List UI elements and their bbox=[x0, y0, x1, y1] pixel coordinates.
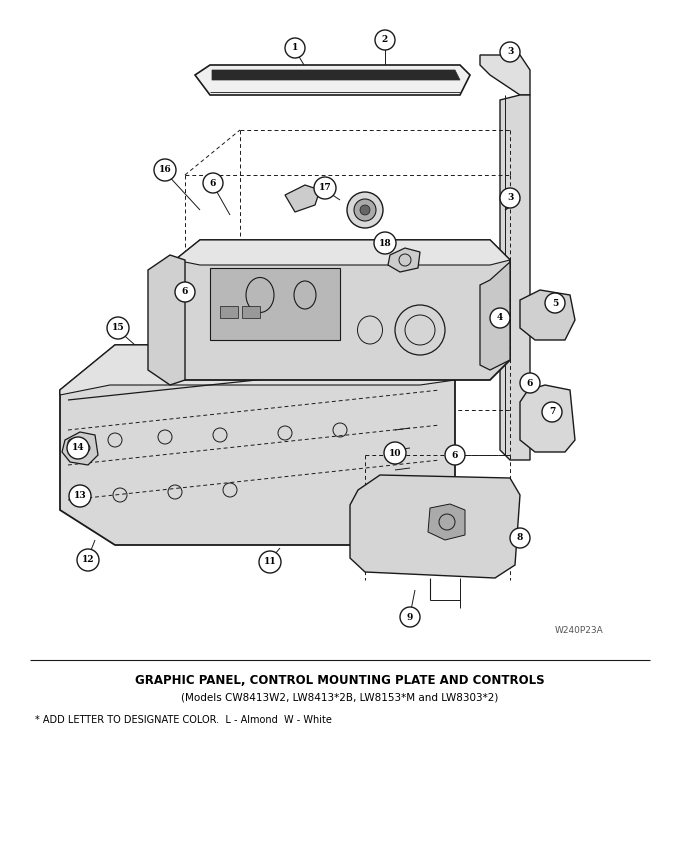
Text: 18: 18 bbox=[379, 238, 392, 248]
Circle shape bbox=[107, 317, 129, 339]
Text: GRAPHIC PANEL, CONTROL MOUNTING PLATE AND CONTROLS: GRAPHIC PANEL, CONTROL MOUNTING PLATE AN… bbox=[135, 674, 545, 686]
Text: W240P23A: W240P23A bbox=[555, 626, 604, 635]
Text: 6: 6 bbox=[452, 450, 458, 460]
Text: 14: 14 bbox=[71, 444, 84, 452]
Circle shape bbox=[374, 232, 396, 254]
Circle shape bbox=[154, 159, 176, 181]
Polygon shape bbox=[210, 268, 340, 340]
Text: * ADD LETTER TO DESIGNATE COLOR.  L - Almond  W - White: * ADD LETTER TO DESIGNATE COLOR. L - Alm… bbox=[35, 715, 332, 725]
Text: 11: 11 bbox=[264, 557, 276, 567]
Circle shape bbox=[67, 437, 89, 459]
Text: 10: 10 bbox=[389, 449, 401, 457]
Polygon shape bbox=[60, 345, 455, 395]
Text: 6: 6 bbox=[182, 287, 188, 296]
Polygon shape bbox=[520, 385, 575, 452]
Text: 12: 12 bbox=[82, 556, 95, 564]
Circle shape bbox=[354, 199, 376, 221]
Circle shape bbox=[545, 293, 565, 313]
Text: 6: 6 bbox=[527, 379, 533, 387]
Circle shape bbox=[542, 402, 562, 422]
Circle shape bbox=[445, 445, 465, 465]
Polygon shape bbox=[60, 345, 455, 545]
Circle shape bbox=[510, 528, 530, 548]
Text: 8: 8 bbox=[517, 534, 523, 542]
Text: 17: 17 bbox=[319, 184, 331, 193]
Circle shape bbox=[314, 177, 336, 199]
Circle shape bbox=[77, 549, 99, 571]
Polygon shape bbox=[500, 95, 530, 460]
Text: 3: 3 bbox=[507, 194, 513, 202]
Circle shape bbox=[175, 282, 195, 302]
Text: 7: 7 bbox=[549, 408, 555, 417]
Circle shape bbox=[285, 38, 305, 58]
Circle shape bbox=[203, 173, 223, 193]
Polygon shape bbox=[195, 65, 470, 95]
Text: 4: 4 bbox=[497, 313, 503, 322]
Polygon shape bbox=[388, 248, 420, 272]
Text: 1: 1 bbox=[292, 44, 299, 52]
Circle shape bbox=[69, 485, 91, 507]
Polygon shape bbox=[350, 475, 520, 578]
Text: 3: 3 bbox=[507, 47, 513, 56]
Circle shape bbox=[500, 42, 520, 62]
Circle shape bbox=[490, 308, 510, 328]
Polygon shape bbox=[148, 255, 185, 385]
Text: 15: 15 bbox=[112, 323, 124, 333]
Polygon shape bbox=[480, 262, 510, 370]
Circle shape bbox=[500, 188, 520, 208]
Bar bbox=[242, 306, 260, 318]
Polygon shape bbox=[285, 185, 320, 212]
Circle shape bbox=[259, 551, 281, 573]
Bar bbox=[220, 306, 238, 318]
Circle shape bbox=[400, 607, 420, 627]
Text: 6: 6 bbox=[210, 179, 216, 188]
Text: 2: 2 bbox=[382, 35, 388, 45]
Text: 16: 16 bbox=[158, 166, 171, 174]
Polygon shape bbox=[428, 504, 465, 540]
Polygon shape bbox=[212, 70, 460, 80]
Circle shape bbox=[375, 30, 395, 50]
Text: (Models CW8413W2, LW8413*2B, LW8153*M and LW8303*2): (Models CW8413W2, LW8413*2B, LW8153*M an… bbox=[182, 693, 498, 703]
Circle shape bbox=[347, 192, 383, 228]
Polygon shape bbox=[175, 240, 510, 265]
Circle shape bbox=[384, 442, 406, 464]
Circle shape bbox=[360, 205, 370, 215]
Circle shape bbox=[520, 373, 540, 393]
Polygon shape bbox=[175, 240, 510, 380]
Polygon shape bbox=[480, 55, 530, 95]
Polygon shape bbox=[520, 290, 575, 340]
Text: 5: 5 bbox=[552, 299, 558, 307]
Text: 13: 13 bbox=[73, 492, 86, 500]
Text: 9: 9 bbox=[407, 612, 413, 621]
Polygon shape bbox=[62, 432, 98, 465]
